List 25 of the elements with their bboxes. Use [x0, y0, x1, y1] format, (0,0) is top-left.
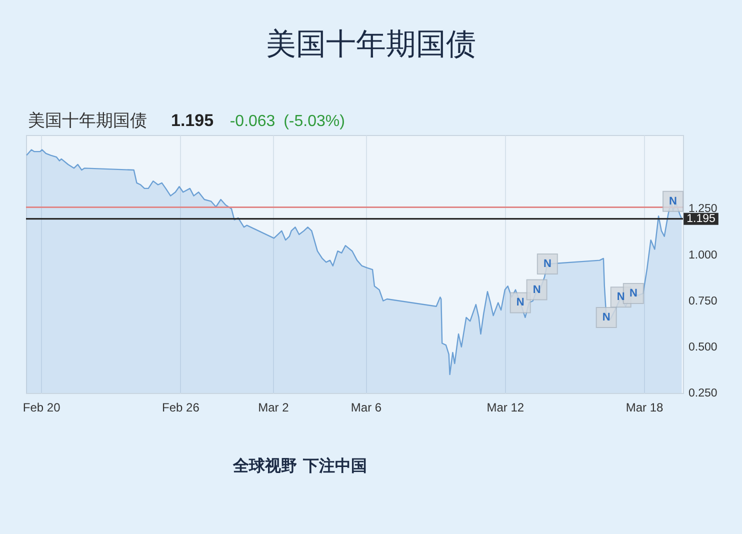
annotation: N: [616, 291, 625, 304]
x-tick-label: Mar 18: [626, 400, 664, 414]
annotation: N: [532, 284, 541, 296]
text: 全球视野 下注中国: [232, 456, 367, 475]
x-tick-label: Mar 6: [350, 400, 382, 414]
annotation: N: [543, 258, 552, 270]
text: (-5.03%): [284, 113, 345, 130]
y-tick-label: 1.250: [688, 203, 718, 216]
y-tick-label: 0.750: [688, 295, 718, 308]
x-tick-label: Feb 20: [22, 400, 61, 414]
annotation: N: [602, 311, 610, 324]
annotation: N: [516, 296, 524, 309]
text: 1.195: [171, 111, 214, 130]
text: -0.063: [230, 113, 276, 130]
chart-subtitle: 美国十年期国债: [266, 27, 476, 62]
annotation: N: [669, 195, 678, 208]
x-tick-label: Mar 2: [258, 400, 290, 414]
x-tick-label: Feb 26: [162, 400, 200, 414]
ref-line-label: 1.195: [686, 212, 716, 225]
x-tick-label: Mar 12: [486, 400, 524, 414]
y-tick-label: 0.250: [688, 388, 718, 400]
y-tick-label: 0.500: [688, 341, 718, 354]
y-tick-label: 1.000: [688, 249, 718, 262]
annotation: N: [629, 287, 638, 300]
chart-title: 美国十年期国债: [28, 111, 147, 131]
